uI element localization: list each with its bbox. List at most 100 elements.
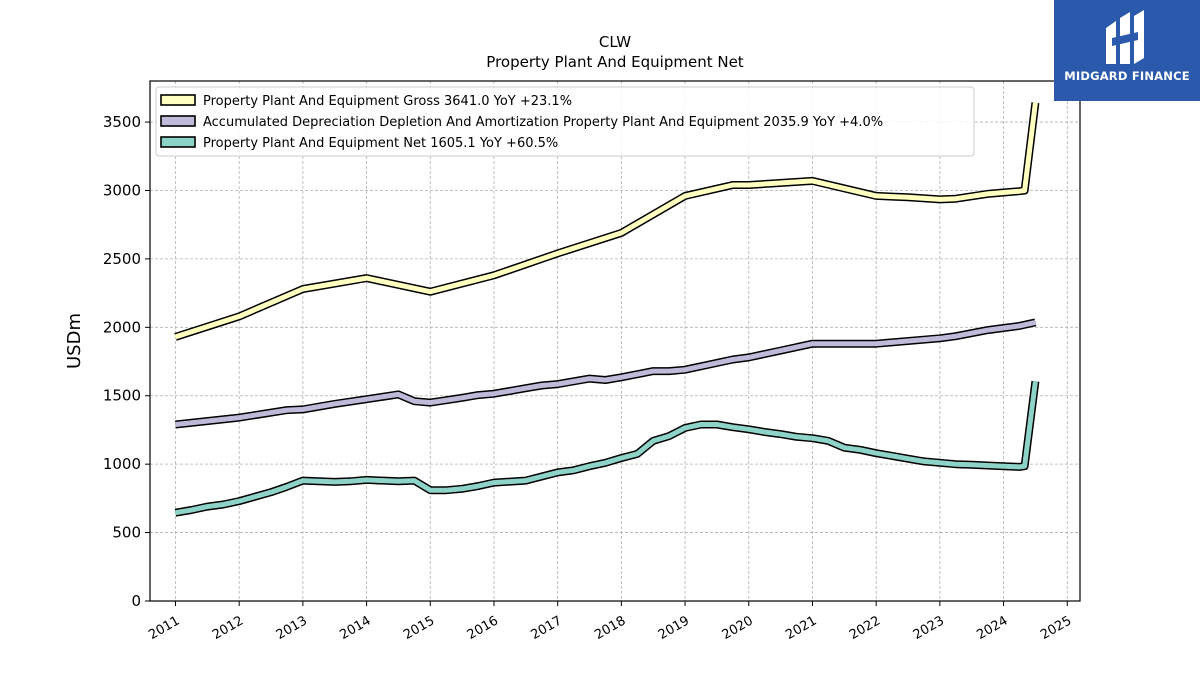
data-point [540, 475, 543, 478]
brand-logo: MIDGARD FINANCE [1054, 0, 1200, 101]
data-point [907, 457, 909, 460]
y-tick-label: 3000 [103, 181, 141, 199]
data-point [397, 393, 400, 396]
data-point [493, 392, 495, 395]
x-tick-label: 2011 [146, 613, 182, 643]
data-point [716, 362, 718, 364]
data-point [493, 274, 495, 277]
data-point [970, 464, 973, 466]
data-point [986, 193, 989, 195]
data-point [811, 342, 814, 345]
data-point [748, 428, 750, 431]
x-tick-label: 2025 [1038, 613, 1074, 643]
data-point [811, 180, 814, 182]
legend-swatch [160, 115, 196, 127]
data-point [302, 288, 304, 290]
plot-frame [149, 80, 1081, 602]
data-point [827, 440, 830, 442]
data-point [636, 453, 639, 455]
data-point [1002, 327, 1005, 329]
data-point [286, 409, 288, 411]
data-point [907, 196, 909, 199]
data-point [206, 505, 209, 508]
x-tick-label: 2015 [401, 613, 437, 643]
y-tick-label: 0 [131, 592, 141, 610]
data-point [429, 401, 432, 404]
data-point [1034, 102, 1037, 104]
data-point [238, 416, 240, 419]
data-point [413, 400, 416, 403]
data-point [763, 431, 766, 433]
y-tick-label: 500 [112, 524, 141, 542]
data-point [668, 435, 670, 437]
series-outline [174, 380, 1040, 517]
data-point [429, 290, 432, 293]
data-point [1002, 465, 1005, 468]
data-point [1002, 191, 1005, 194]
data-point [811, 437, 814, 440]
data-point [540, 384, 543, 387]
data-point [859, 449, 861, 451]
data-point [716, 423, 718, 426]
data-point [429, 489, 432, 492]
y-tick-label: 1500 [103, 387, 141, 405]
data-point [525, 479, 527, 482]
data-point [875, 452, 877, 455]
brand-name: MIDGARD FINANCE [1064, 69, 1190, 83]
x-tick-label: 2014 [337, 613, 373, 643]
data-point [1018, 325, 1021, 327]
data-point [349, 480, 352, 483]
data-point [779, 349, 782, 352]
data-point [445, 489, 448, 492]
y-axis-label: USDm [64, 313, 85, 369]
data-point [525, 387, 527, 390]
legend: Property Plant And Equipment Gross 3641.… [155, 86, 975, 157]
y-tick-label: 2000 [103, 318, 141, 336]
data-point [174, 336, 177, 338]
data-point [955, 463, 957, 466]
x-tick-label: 2020 [720, 613, 756, 643]
midgard-logo-icon [1106, 10, 1144, 64]
data-point [1023, 465, 1026, 468]
chart-subtitle: Property Plant And Equipment Net [486, 53, 743, 71]
x-tick-label: 2016 [465, 613, 501, 643]
chart-title: CLW [599, 33, 631, 51]
data-point [238, 315, 240, 318]
data-point [732, 426, 734, 429]
data-point [413, 479, 416, 482]
data-point [652, 370, 654, 372]
data-point [477, 485, 479, 487]
x-tick-label: 2024 [974, 613, 1010, 643]
data-point [939, 337, 941, 340]
data-point [556, 252, 559, 255]
data-point [493, 481, 495, 484]
data-point [365, 398, 368, 401]
data-point [939, 198, 941, 201]
legend-label: Accumulated Depreciation Depletion And A… [203, 115, 883, 130]
series-line [175, 381, 1038, 516]
data-point [397, 480, 400, 483]
legend-swatch [160, 136, 196, 148]
data-point [875, 342, 877, 345]
data-point [365, 277, 368, 279]
data-point [174, 423, 177, 426]
x-tick-label: 2019 [656, 613, 692, 643]
x-tick-label: 2018 [592, 613, 628, 643]
grid [150, 81, 1080, 602]
data-point [748, 184, 750, 186]
data-point [732, 358, 734, 361]
data-point [684, 195, 686, 197]
data-point [748, 356, 750, 359]
data-point [461, 488, 463, 490]
data-point [891, 455, 893, 457]
legend-label: Property Plant And Equipment Gross 3641.… [203, 94, 572, 109]
data-point [684, 427, 686, 429]
data-point [1018, 466, 1021, 468]
data-point [620, 232, 623, 234]
data-point [986, 464, 989, 467]
data-point [174, 511, 177, 514]
x-tick-label: 2023 [911, 613, 947, 643]
data-point [238, 500, 240, 502]
data-point [588, 465, 591, 468]
